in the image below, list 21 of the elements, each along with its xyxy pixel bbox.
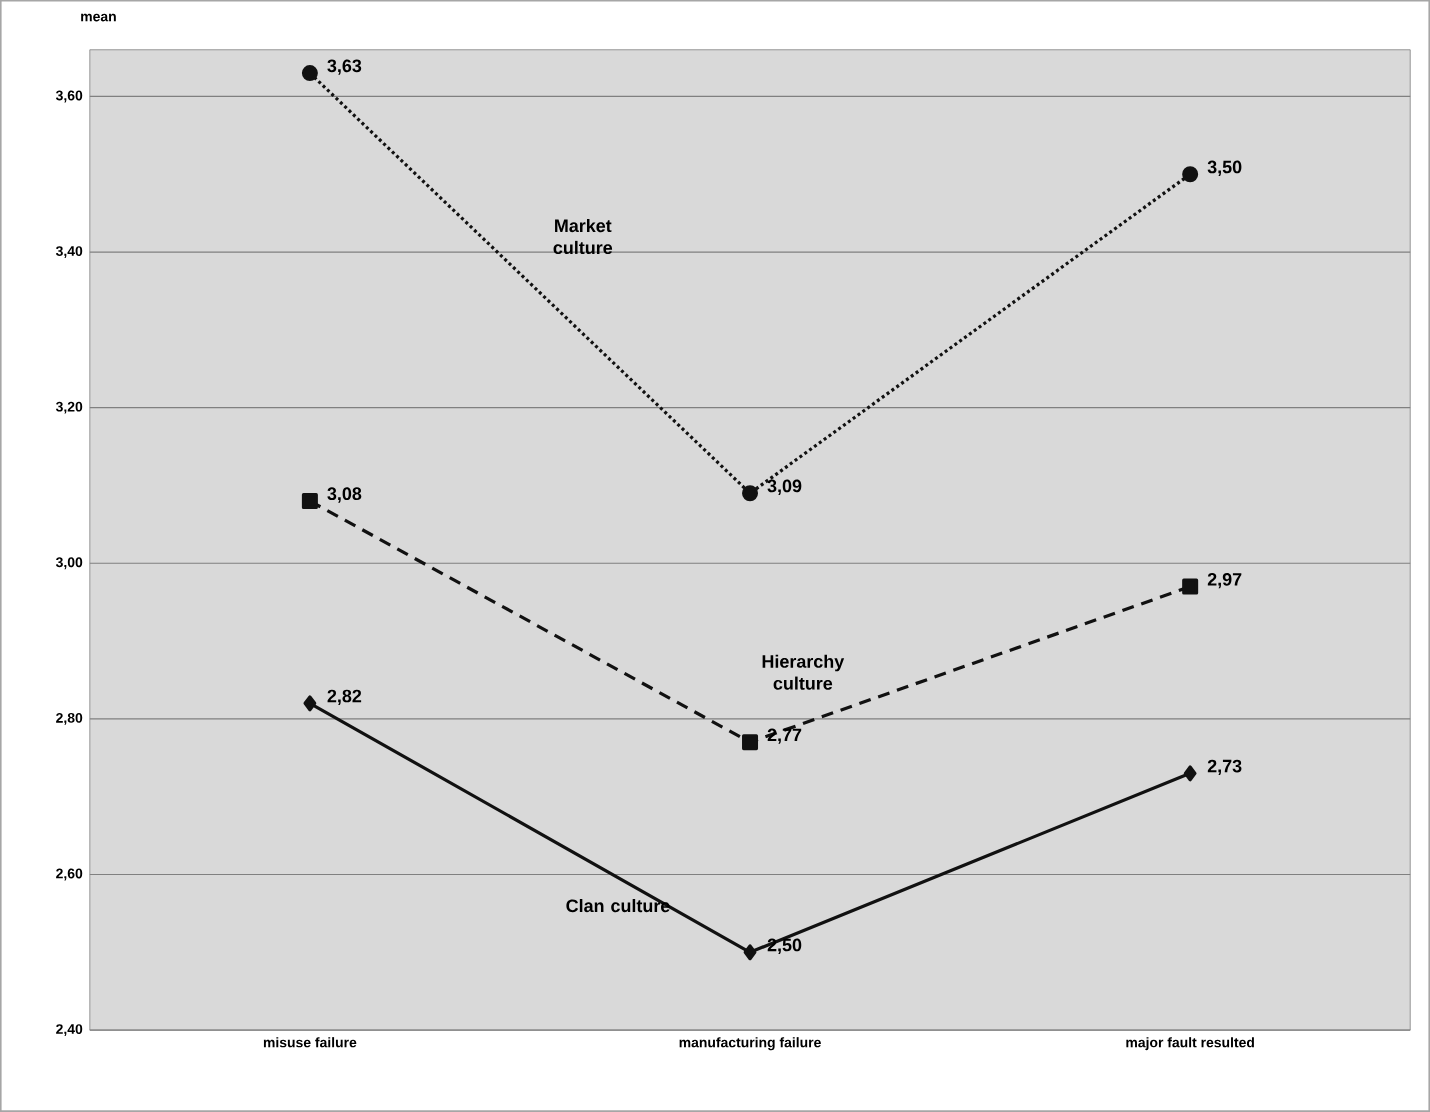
data-label: 2,77: [767, 728, 802, 744]
point: [303, 695, 317, 712]
point: [301, 493, 318, 510]
text: Market culture: [553, 218, 613, 255]
data-label: 3,63: [327, 59, 362, 75]
series-label: Hierarchy culture: [762, 654, 845, 690]
point: [1183, 765, 1197, 782]
data-label: 3,09: [767, 479, 802, 495]
point: [742, 734, 759, 751]
data-label: 2,82: [327, 689, 362, 705]
point: [301, 65, 318, 82]
series-label: Clan culture: [566, 899, 670, 913]
point: [1182, 166, 1199, 183]
point: [1182, 578, 1199, 595]
data-label: 3,50: [1207, 160, 1242, 176]
point: [743, 944, 757, 961]
point: [742, 485, 759, 502]
data-label: 2,73: [1207, 759, 1242, 776]
data-label: 2,97: [1207, 572, 1242, 589]
data-label: 3,08: [327, 487, 362, 503]
data-label: 2,50: [767, 938, 802, 954]
